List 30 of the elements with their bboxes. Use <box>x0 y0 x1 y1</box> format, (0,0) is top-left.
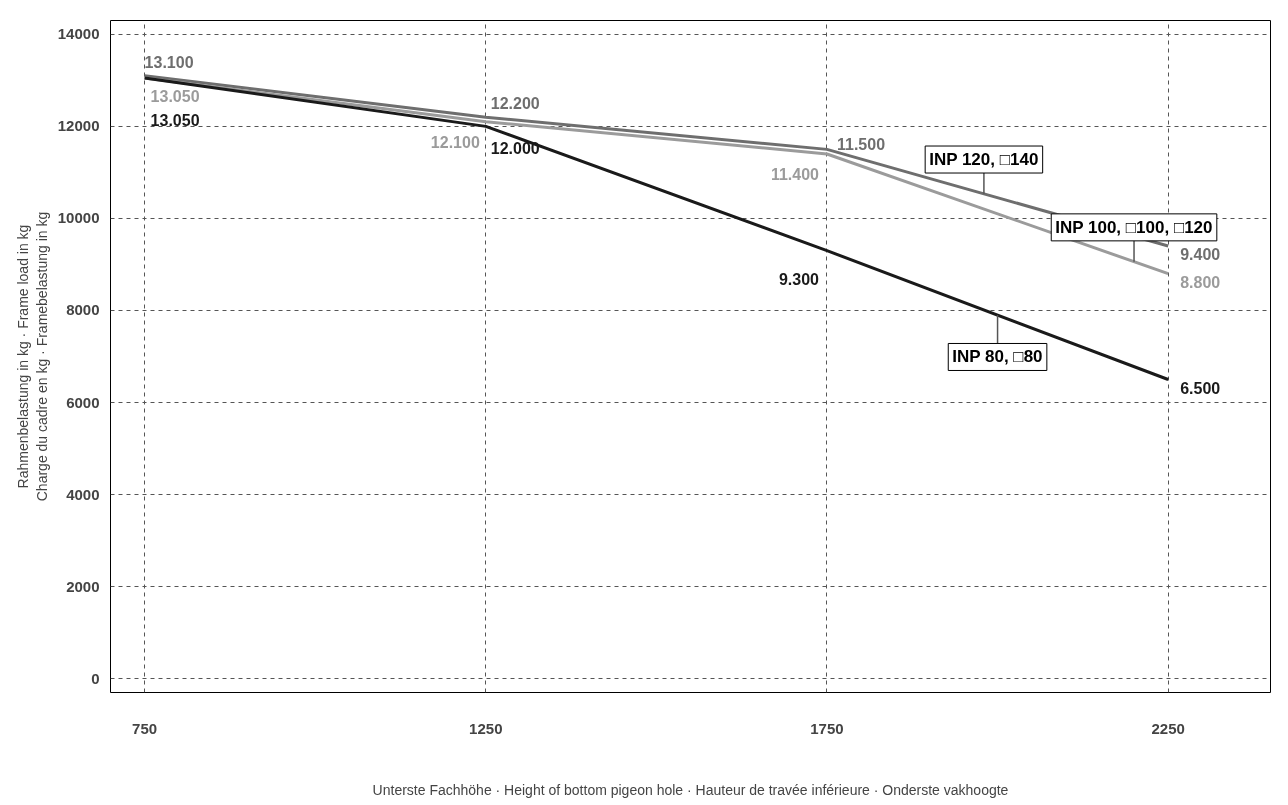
data-label: 9.300 <box>778 270 820 288</box>
data-label: 13.050 <box>150 88 200 106</box>
data-label: 11.500 <box>836 136 886 154</box>
y-tick-label: 0 <box>91 669 100 687</box>
data-label: 6.500 <box>1180 379 1221 397</box>
y-tick-label: 10000 <box>57 209 100 227</box>
data-label: 11.400 <box>770 165 820 183</box>
series-label: INP 80, □80 <box>952 347 1043 367</box>
data-label: 12.100 <box>430 133 480 151</box>
y-tick-label: 12000 <box>57 117 100 135</box>
data-label: 13.050 <box>150 112 200 130</box>
y-axis-title: Rahmenbelastung in kg · Frame load in kg Charge du cadre en kg · Framebelastung in kg <box>14 211 50 502</box>
series-label: INP 120, □140 <box>929 150 1039 170</box>
y-tick-label: 6000 <box>66 393 100 411</box>
y-tick-label: 14000 <box>57 25 100 43</box>
x-tick-label: 750 <box>132 719 158 737</box>
data-label: 12.200 <box>490 95 540 113</box>
line-series <box>143 76 1170 382</box>
x-axis-title: Unterste Fachhöhe · Height of bottom pigeon hole · Hauteur de travée inférieure · Onderste vakhoogte <box>372 781 1009 798</box>
y-tick-label: 2000 <box>66 577 100 595</box>
series-label: INP 100, □100, □120 <box>1055 217 1213 237</box>
data-label: 9.400 <box>1180 246 1221 264</box>
x-tick-label: 1750 <box>810 719 844 737</box>
data-label: 8.800 <box>1180 273 1221 291</box>
y-tick-label: 8000 <box>66 301 100 319</box>
y-tick-label: 4000 <box>66 485 100 503</box>
x-tick-label: 1250 <box>469 719 503 737</box>
data-label: 12.000 <box>490 140 540 158</box>
data-label: 13.100 <box>144 53 194 71</box>
x-tick-label: 2250 <box>1151 719 1185 737</box>
